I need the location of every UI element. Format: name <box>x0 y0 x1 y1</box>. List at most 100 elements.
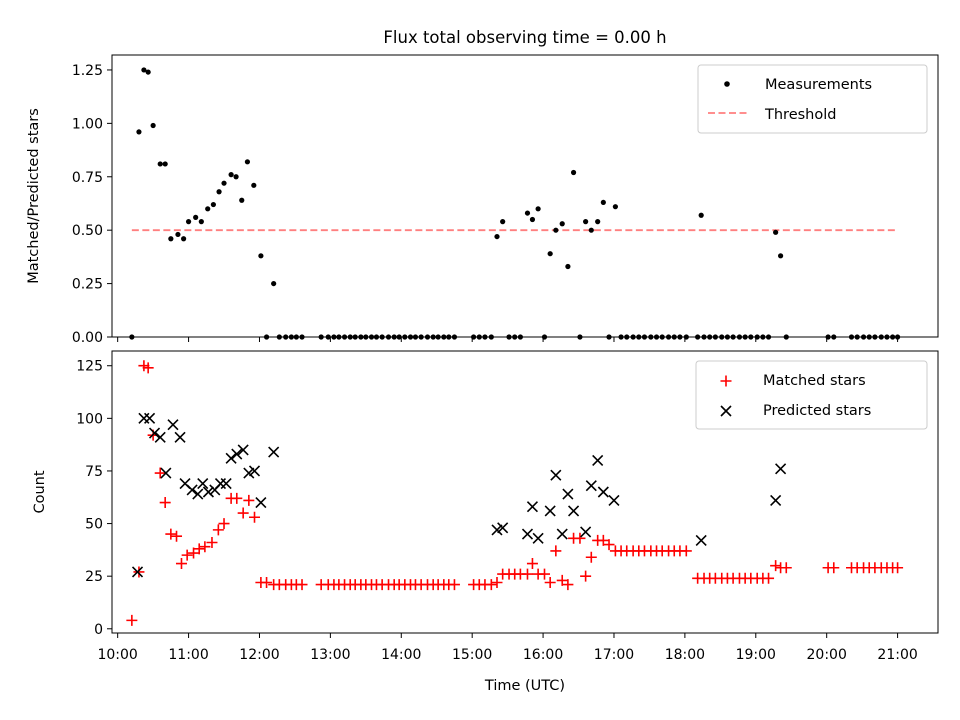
matched-star-point <box>133 566 145 578</box>
matched-star-point <box>165 528 177 540</box>
predicted-star-point <box>248 465 261 477</box>
bottom-panel-marks <box>126 360 904 626</box>
measurement-point <box>529 216 536 223</box>
predicted-star-point <box>775 463 787 475</box>
legend-matched-label: Matched stars <box>763 373 866 389</box>
x-tick-label: 17:00 <box>594 647 634 663</box>
predicted-star-point <box>521 528 534 540</box>
top-panel-title: Flux total observing time = 0.00 h <box>383 28 666 47</box>
bottom-legend: Matched stars Predicted stars <box>695 360 928 430</box>
matched-star-point <box>597 534 609 546</box>
measurement-point <box>570 169 577 176</box>
measurement-point <box>588 227 594 233</box>
predicted-star-point <box>160 467 172 479</box>
y-tick-label: 0.25 <box>72 277 103 293</box>
measurement-point <box>141 67 147 73</box>
matched-star-point <box>521 568 533 580</box>
predicted-star-point <box>585 480 597 492</box>
matched-star-point <box>770 560 782 572</box>
x-tick-label: 18:00 <box>665 647 705 663</box>
y-tick-label: 0.75 <box>72 170 103 186</box>
measurement-point <box>157 161 163 167</box>
top-legend-frame <box>697 64 928 134</box>
predicted-star-point <box>544 505 556 517</box>
x-tick-label: 19:00 <box>736 647 776 663</box>
predicted-star-point <box>202 486 214 498</box>
measurement-point <box>210 201 216 208</box>
predicted-star-point <box>148 427 161 439</box>
matched-star-point <box>206 537 218 549</box>
measurement-point <box>181 236 187 242</box>
predicted-star-point <box>497 522 509 534</box>
y-tick-label: 125 <box>76 359 103 375</box>
top-panel: Flux total observing time = 0.00 h 0.00 0… <box>26 28 939 346</box>
measurement-point <box>239 197 245 203</box>
measurement-point <box>221 180 227 186</box>
measurement-point <box>185 219 192 225</box>
measurement-point <box>198 219 204 225</box>
legend-measurements-label: Measurements <box>765 77 872 93</box>
measurement-point <box>600 199 606 206</box>
measurement-point <box>559 221 565 227</box>
predicted-star-point <box>192 488 204 500</box>
matched-star-point <box>892 562 904 574</box>
matched-star-point <box>556 574 568 586</box>
matched-star-point <box>485 579 497 591</box>
matched-star-point <box>574 532 586 544</box>
predicted-star-point <box>167 419 179 431</box>
legend-matched-marker <box>720 375 732 387</box>
x-tick-label: 16:00 <box>523 647 563 663</box>
y-tick-label: 0.00 <box>72 330 103 346</box>
measurement-point <box>162 161 168 167</box>
legend-threshold-label: Threshold <box>764 107 836 123</box>
measurement-point <box>216 189 222 195</box>
matched-star-point <box>188 547 200 559</box>
matched-star-point <box>562 579 574 591</box>
predicted-star-point <box>526 501 539 513</box>
matched-star-point <box>491 576 503 588</box>
measurement-point <box>136 129 142 135</box>
matched-star-point <box>218 518 230 530</box>
measurement-point <box>193 214 199 220</box>
predicted-star-point <box>131 566 144 578</box>
bottom-legend-frame <box>695 360 928 430</box>
x-tick-label: 12:00 <box>239 647 279 663</box>
predicted-star-point <box>268 446 280 458</box>
matched-star-point <box>550 545 562 557</box>
top-legend: Measurements Threshold <box>697 64 928 134</box>
matched-star-point <box>680 545 692 557</box>
predicted-star-point <box>237 444 249 456</box>
matched-star-point <box>181 549 193 561</box>
predicted-star-point <box>186 484 198 496</box>
x-tick-label: 14:00 <box>381 647 421 663</box>
predicted-star-point <box>231 448 243 460</box>
measurement-point <box>251 182 257 188</box>
bottom-x-axis-label: Time (UTC) <box>484 678 565 694</box>
predicted-star-point <box>770 494 782 506</box>
predicted-star-point <box>197 478 209 490</box>
y-tick-label: 50 <box>85 517 103 533</box>
bottom-x-ticks: 10:00 11:00 12:00 13:00 14:00 15:00 16:00 17:00… <box>97 633 918 663</box>
predicted-star-point <box>695 534 707 546</box>
measurement-point <box>524 210 531 216</box>
x-tick-label: 13:00 <box>310 647 350 663</box>
measurement-point <box>205 206 211 212</box>
predicted-star-point <box>556 528 568 540</box>
matched-star-point <box>231 492 243 504</box>
predicted-star-point <box>174 431 186 443</box>
measurement-point <box>494 233 500 240</box>
matched-star-point <box>142 362 154 374</box>
x-tick-label: 11:00 <box>168 647 208 663</box>
y-tick-label: 1.00 <box>72 116 103 132</box>
matched-star-point <box>193 543 205 555</box>
matched-star-point <box>199 541 211 553</box>
matched-star-point <box>243 494 255 506</box>
measurement-point <box>612 204 618 210</box>
measurement-point <box>168 236 174 242</box>
bottom-y-ticks: 0 25 50 75 100 125 <box>76 359 112 638</box>
measurement-point <box>233 174 239 180</box>
y-tick-label: 100 <box>76 411 103 427</box>
measurement-point <box>175 231 181 238</box>
measurement-point <box>565 263 571 270</box>
measurement-point <box>547 251 553 257</box>
